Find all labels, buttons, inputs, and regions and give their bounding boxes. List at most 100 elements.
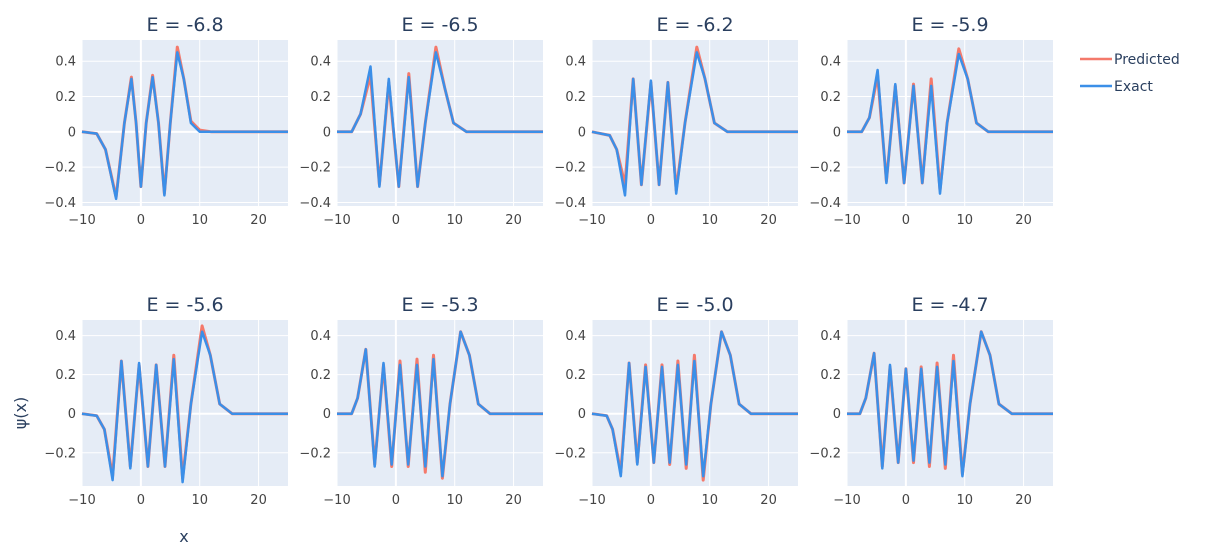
x-tick-label: 10 <box>701 213 718 228</box>
x-tick-label: 20 <box>760 213 777 228</box>
subplot-5: −10 0 10 20 −0.2 0 0.2 0.4 E = -5.6 <box>44 294 288 508</box>
y-tick-label: −0.4 <box>809 196 841 211</box>
y-tick-label: 0.2 <box>310 368 331 383</box>
y-tick-label: −0.2 <box>299 446 331 461</box>
x-tick-label: 10 <box>446 213 463 228</box>
y-tick-label: 0.4 <box>565 329 586 344</box>
y-tick-label: −0.4 <box>299 196 331 211</box>
y-tick-label: −0.2 <box>554 161 586 176</box>
x-tick-label: −10 <box>323 213 350 228</box>
y-tick-label: −0.2 <box>554 446 586 461</box>
y-tick-label: 0.2 <box>565 90 586 105</box>
exact-line <box>847 52 1053 195</box>
x-tick-label: 10 <box>446 493 463 508</box>
subplot-4: −10 0 10 20 −0.4 −0.2 0 0.2 0.4 E = -5.9 <box>809 14 1053 228</box>
subplot-8: −10 0 10 20 −0.2 0 0.2 0.4 E = -4.7 <box>809 294 1053 508</box>
y-tick-label: 0.2 <box>565 368 586 383</box>
y-tick-label: 0.2 <box>820 90 841 105</box>
y-tick-label: 0 <box>323 125 331 140</box>
subplot-title: E = -5.0 <box>656 294 733 316</box>
y-tick-label: 0.4 <box>310 55 331 70</box>
x-tick-label: −10 <box>833 493 860 508</box>
x-tick-label: −10 <box>578 493 605 508</box>
subplot-6: −10 0 10 20 −0.2 0 0.2 0.4 E = -5.3 <box>299 294 543 508</box>
x-tick-label: 20 <box>760 493 777 508</box>
y-tick-label: −0.2 <box>809 161 841 176</box>
x-tick-label: −10 <box>578 213 605 228</box>
x-tick-label: −10 <box>68 213 95 228</box>
x-tick-label: 20 <box>250 493 267 508</box>
x-tick-label: 10 <box>701 493 718 508</box>
x-tick-label: 0 <box>392 213 400 228</box>
y-tick-label: 0.4 <box>565 55 586 70</box>
subplot-title: E = -6.5 <box>401 14 478 36</box>
x-tick-label: 0 <box>902 493 910 508</box>
subplot-3: −10 0 10 20 −0.4 −0.2 0 0.2 0.4 E = -6.2 <box>554 14 798 228</box>
y-tick-label: 0.2 <box>55 90 76 105</box>
subplot-title: E = -6.2 <box>656 14 733 36</box>
legend: Predicted Exact <box>1080 52 1180 95</box>
y-tick-label: 0.2 <box>310 90 331 105</box>
y-tick-label: 0 <box>578 407 586 422</box>
exact-line <box>81 51 288 201</box>
x-tick-label: 10 <box>191 213 208 228</box>
y-tick-label: 0 <box>68 125 76 140</box>
x-tick-label: 20 <box>505 493 522 508</box>
exact-line <box>337 51 543 188</box>
exact-line <box>847 330 1053 478</box>
y-tick-label: 0.4 <box>820 55 841 70</box>
y-tick-label: 0.4 <box>310 329 331 344</box>
x-tick-label: −10 <box>323 493 350 508</box>
y-tick-label: 0 <box>68 407 76 422</box>
subplot-title: E = -4.7 <box>911 294 988 316</box>
subplot-title: E = -5.3 <box>401 294 478 316</box>
x-tick-label: −10 <box>68 493 95 508</box>
x-tick-label: 0 <box>647 493 655 508</box>
y-tick-label: 0 <box>833 125 841 140</box>
subplot-title: E = -6.8 <box>146 14 223 36</box>
subplot-2: −10 0 10 20 −0.4 −0.2 0 0.2 0.4 E = -6.5 <box>299 14 543 228</box>
y-tick-label: 0.2 <box>820 368 841 383</box>
plot-area <box>847 40 1053 206</box>
y-tick-label: 0.4 <box>820 329 841 344</box>
y-tick-label: 0.2 <box>55 368 76 383</box>
subplot-title: E = -5.6 <box>146 294 223 316</box>
y-tick-label: 0 <box>323 407 331 422</box>
legend-exact-label: Exact <box>1114 79 1153 95</box>
y-tick-label: −0.2 <box>809 446 841 461</box>
x-tick-label: 0 <box>392 493 400 508</box>
plot-area <box>82 40 288 206</box>
x-tick-label: 20 <box>250 213 267 228</box>
legend-predicted-label: Predicted <box>1114 52 1180 68</box>
x-tick-label: 0 <box>137 213 145 228</box>
subplot-title: E = -5.9 <box>911 14 988 36</box>
x-tick-label: −10 <box>833 213 860 228</box>
x-tick-label: 10 <box>956 493 973 508</box>
x-axis-label: x <box>179 527 188 544</box>
exact-line <box>591 330 798 478</box>
x-tick-label: 20 <box>505 213 522 228</box>
y-tick-label: 0.4 <box>55 55 76 70</box>
x-tick-label: 0 <box>647 213 655 228</box>
y-tick-label: −0.4 <box>554 196 586 211</box>
y-tick-label: 0 <box>578 125 586 140</box>
exact-line <box>81 330 288 484</box>
x-tick-label: 0 <box>137 493 145 508</box>
y-tick-label: −0.2 <box>299 161 331 176</box>
y-tick-label: −0.2 <box>44 161 76 176</box>
y-axis-label: ψ(x) <box>11 397 30 430</box>
x-tick-label: 0 <box>902 213 910 228</box>
subplot-7: −10 0 10 20 −0.2 0 0.2 0.4 E = -5.0 <box>554 294 798 508</box>
x-tick-label: 20 <box>1015 493 1032 508</box>
y-tick-label: 0 <box>833 407 841 422</box>
exact-line <box>591 51 798 197</box>
x-tick-label: 20 <box>1015 213 1032 228</box>
y-tick-label: −0.2 <box>44 446 76 461</box>
x-tick-label: 10 <box>191 493 208 508</box>
y-tick-label: −0.4 <box>44 196 76 211</box>
subplot-1: −10 0 10 20 −0.4 −0.2 0 0.2 0.4 E = -6.8 <box>44 14 288 228</box>
x-tick-label: 10 <box>956 213 973 228</box>
exact-line <box>337 330 543 478</box>
y-tick-label: 0.4 <box>55 329 76 344</box>
